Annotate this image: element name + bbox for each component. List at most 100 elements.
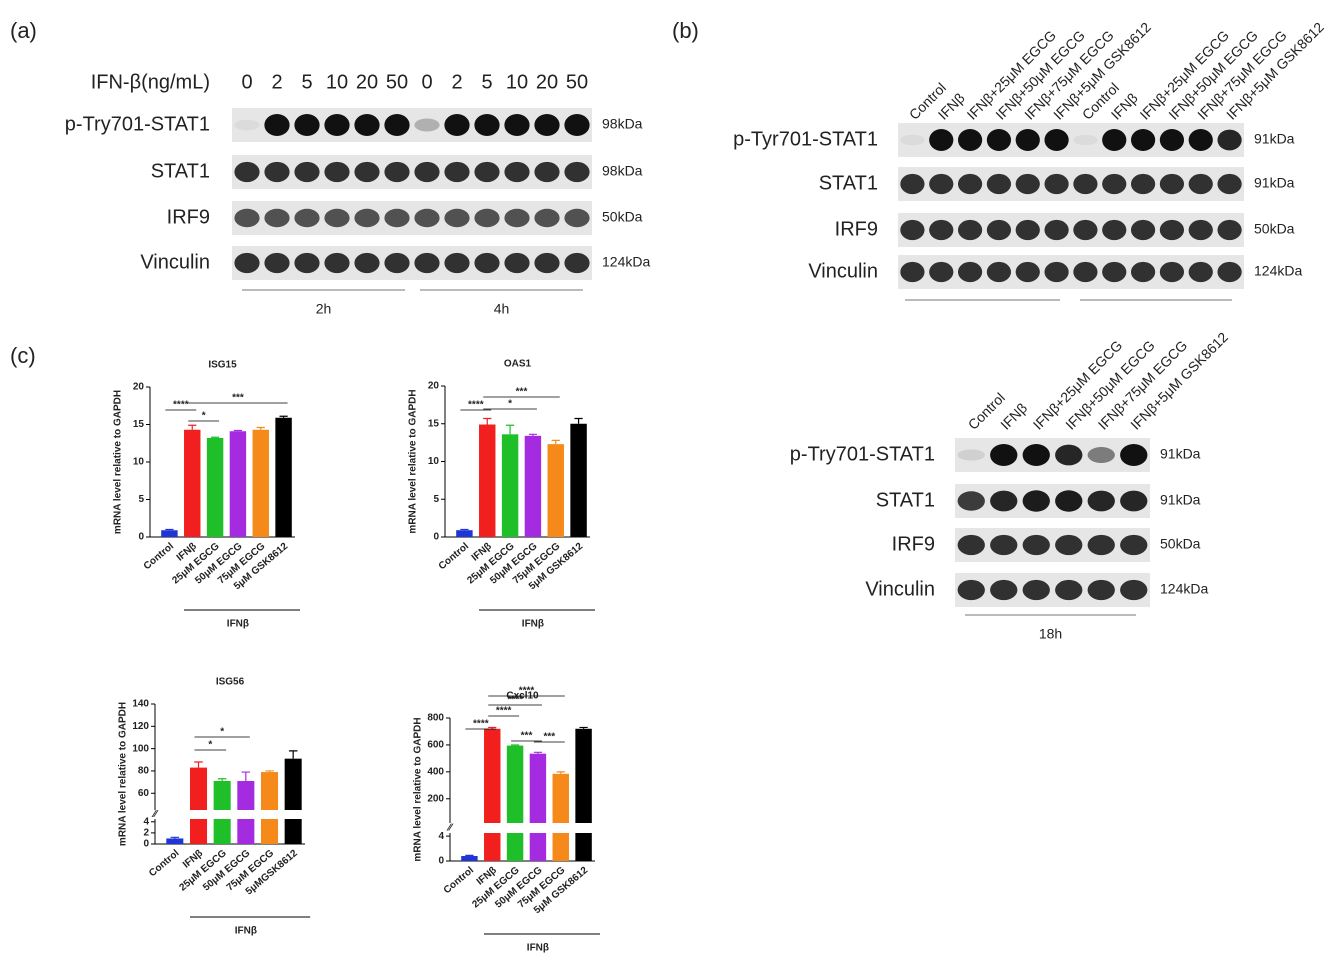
blot-strip	[232, 155, 592, 189]
bar	[552, 833, 569, 861]
blot-strip	[898, 255, 1244, 289]
size-label: 91kDa	[1254, 175, 1295, 191]
band	[264, 161, 290, 183]
bar	[575, 833, 592, 861]
band	[1102, 173, 1127, 195]
error-bar	[551, 439, 560, 445]
band	[444, 208, 470, 228]
panel-label: (a)	[10, 18, 37, 43]
band	[384, 161, 410, 183]
band	[504, 208, 530, 228]
y-axis-label: mRNA level relative to GAPDH	[408, 389, 419, 533]
band	[957, 534, 985, 556]
band	[957, 579, 985, 601]
band	[414, 161, 440, 183]
lane-label: 10	[326, 71, 348, 93]
error-bar	[217, 778, 227, 781]
y-tick-label: 15	[133, 419, 145, 430]
size-label: 50kDa	[1160, 536, 1201, 552]
band	[957, 219, 983, 241]
y-tick-label: 5	[433, 494, 439, 505]
lane-label: 0	[421, 71, 432, 93]
y-tick-label: 60	[138, 788, 150, 799]
blot-strip	[898, 213, 1244, 247]
band	[1073, 173, 1098, 195]
band	[384, 208, 410, 228]
band	[1217, 219, 1242, 241]
y-tick-label: 4	[438, 831, 444, 842]
error-bar	[505, 424, 515, 435]
band	[324, 161, 350, 183]
band	[1102, 219, 1127, 241]
band	[1102, 261, 1127, 283]
lane-label: 20	[536, 71, 558, 93]
blot-strip	[955, 528, 1150, 562]
lane-label: 50	[386, 71, 408, 93]
error-bar	[488, 726, 497, 729]
blot-strip	[232, 201, 592, 235]
error-bar	[533, 751, 543, 754]
band	[324, 252, 350, 274]
y-tick-label: 0	[143, 839, 149, 850]
group-label: IFNβ	[227, 619, 249, 630]
bar	[161, 530, 178, 537]
band	[564, 208, 590, 228]
band	[354, 208, 380, 228]
band	[1044, 173, 1069, 195]
band	[986, 261, 1012, 283]
bar	[237, 780, 255, 810]
protein-label: Vinculin	[865, 578, 935, 600]
band	[354, 161, 380, 183]
error-bar	[256, 426, 265, 430]
band	[234, 161, 260, 183]
bar	[456, 530, 473, 537]
error-bar	[528, 433, 538, 436]
band	[564, 114, 590, 136]
protein-label: p-Try701-STAT1	[790, 443, 935, 465]
bar	[547, 444, 564, 537]
bar	[524, 435, 542, 537]
band	[1102, 129, 1127, 151]
band	[900, 219, 925, 241]
size-label: 98kDa	[602, 163, 643, 179]
band	[354, 252, 380, 274]
error-bar	[188, 424, 197, 430]
band	[990, 490, 1018, 512]
band	[384, 114, 410, 136]
error-bar	[279, 415, 288, 418]
error-bar	[574, 417, 583, 424]
band	[1159, 219, 1185, 241]
bar	[552, 773, 569, 823]
x-tick-label: Control	[147, 848, 181, 879]
group-label: IFNβ	[522, 619, 544, 630]
y-tick-label: 0	[138, 532, 144, 543]
x-tick-label: Control	[442, 865, 476, 896]
group-label: 2h	[316, 301, 332, 317]
band	[294, 208, 320, 228]
lane-label: 50	[566, 71, 588, 93]
band	[444, 114, 470, 136]
band	[1015, 129, 1040, 151]
significance-label: *	[220, 727, 224, 738]
bar	[260, 772, 279, 810]
band	[957, 173, 983, 195]
bar	[189, 819, 208, 844]
band	[986, 173, 1012, 195]
group-label: 18h	[1039, 626, 1062, 642]
panel-label: (c)	[10, 343, 36, 368]
band	[534, 114, 560, 136]
lane-label: 2	[451, 71, 462, 93]
bar	[213, 780, 231, 810]
lane-label: 5	[301, 71, 312, 93]
band	[1130, 173, 1156, 195]
y-tick-label: 600	[427, 740, 444, 751]
bar	[166, 838, 184, 844]
band	[990, 444, 1018, 466]
band	[474, 161, 500, 183]
band	[1188, 129, 1213, 151]
x-tick-label: Control	[142, 541, 176, 572]
y-axis-label: mRNA level relative to GAPDH	[413, 717, 424, 861]
group-label: 4h	[494, 301, 510, 317]
band	[1087, 534, 1115, 556]
